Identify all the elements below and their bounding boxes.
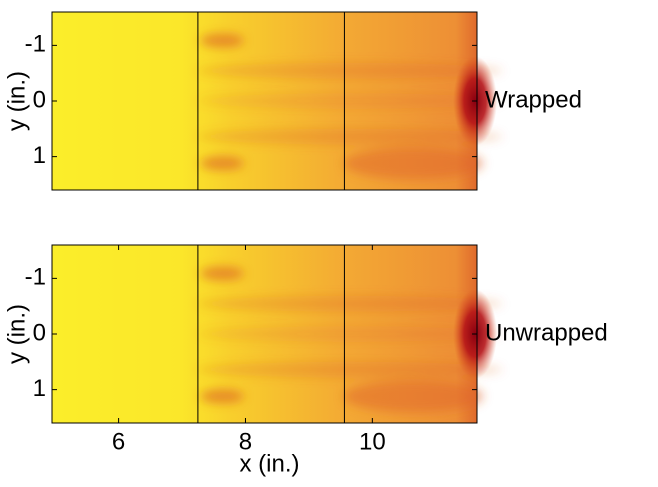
y-tick-label: 1 bbox=[33, 375, 46, 402]
streak bbox=[200, 266, 244, 281]
y-tick-label: 0 bbox=[33, 86, 46, 113]
x-tick-label: 10 bbox=[359, 428, 386, 455]
x-tick-label: 8 bbox=[239, 428, 252, 455]
streak bbox=[200, 33, 244, 48]
streak bbox=[200, 156, 244, 171]
streak bbox=[196, 62, 503, 79]
streak bbox=[343, 380, 484, 413]
y-tick-label: 0 bbox=[33, 319, 46, 346]
streak bbox=[196, 93, 503, 109]
x-tick-label: 6 bbox=[112, 428, 125, 455]
streak bbox=[343, 147, 484, 180]
streak bbox=[196, 326, 503, 342]
streak bbox=[200, 389, 244, 404]
y-tick-label: -1 bbox=[25, 264, 46, 291]
heatmap bbox=[51, 11, 503, 191]
streak bbox=[196, 128, 503, 145]
heatmap bbox=[51, 244, 503, 424]
streak bbox=[196, 295, 503, 312]
y-axis-label: y (in.) bbox=[3, 304, 30, 364]
streak bbox=[196, 361, 503, 378]
panel-label: Wrapped bbox=[485, 86, 582, 113]
heatmap-streaks bbox=[196, 266, 503, 413]
panel-label: Unwrapped bbox=[485, 319, 608, 346]
x-axis-label: x (in.) bbox=[240, 450, 300, 477]
y-tick-label: -1 bbox=[25, 31, 46, 58]
y-tick-label: 1 bbox=[33, 142, 46, 169]
y-axis-label: y (in.) bbox=[3, 71, 30, 131]
heatmap-streaks bbox=[196, 33, 503, 180]
